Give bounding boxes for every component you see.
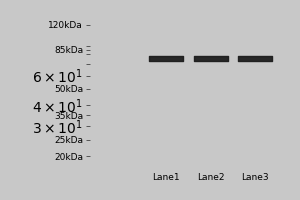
Text: Lane3: Lane3 [241,173,268,182]
Text: Lane1: Lane1 [153,173,180,182]
Text: Lane2: Lane2 [197,173,224,182]
